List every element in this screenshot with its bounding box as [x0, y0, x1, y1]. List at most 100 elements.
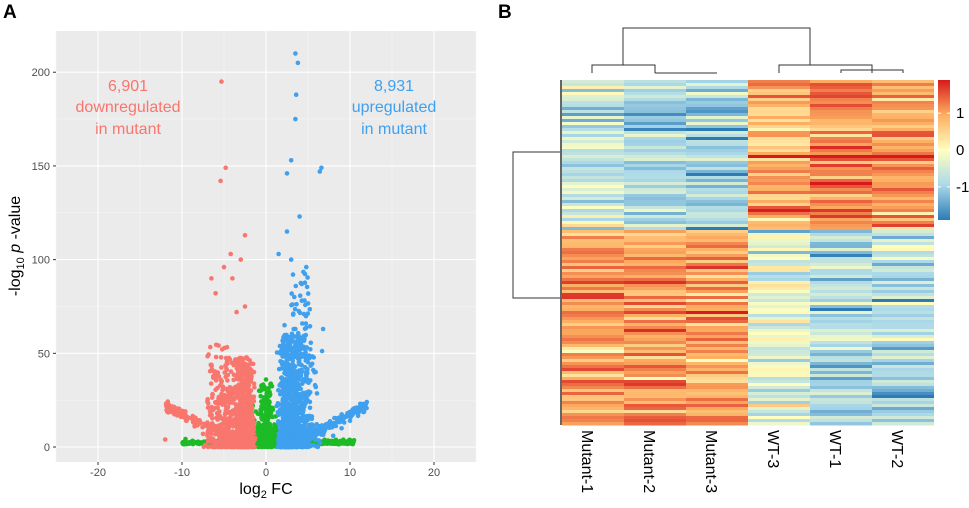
heatmap-cell: [748, 125, 810, 129]
heatmap-cell: [810, 98, 872, 102]
down-point: [234, 419, 239, 424]
heatmap-cell: [810, 191, 872, 195]
heatmap-cell: [748, 419, 810, 423]
heatmap-cell: [562, 314, 624, 318]
heatmap-cell: [624, 254, 686, 258]
heatmap-cell: [562, 209, 624, 213]
up-point: [277, 434, 282, 439]
down-point: [230, 412, 235, 417]
heatmap-cell: [562, 203, 624, 207]
down-point: [249, 404, 255, 410]
up-point: [300, 321, 305, 326]
heatmap-cell: [686, 281, 748, 285]
heatmap-cell: [624, 227, 686, 231]
heatmap-cell: [872, 95, 934, 99]
heatmap-cell: [562, 362, 624, 366]
heatmap-cell: [686, 365, 748, 369]
heatmap-cell: [624, 362, 686, 366]
heatmap-cell: [686, 209, 748, 213]
heatmap-cell: [810, 338, 872, 342]
down-point: [247, 368, 252, 374]
heatmap-cell: [562, 413, 624, 417]
heatmap-cell: [872, 182, 934, 186]
heatmap-cell: [748, 194, 810, 198]
heatmap-cell: [872, 287, 934, 291]
heatmap-cell: [872, 290, 934, 294]
heatmap-cell: [562, 299, 624, 303]
heatmap-cell: [686, 308, 748, 312]
heatmap-cell: [624, 149, 686, 153]
down-point: [205, 444, 211, 450]
heatmap-cell: [810, 359, 872, 363]
heatmap-cell: [624, 302, 686, 306]
heatmap-cell: [748, 377, 810, 381]
ns-point: [345, 440, 351, 445]
heatmap-cell: [562, 206, 624, 210]
heatmap-cell: [624, 212, 686, 216]
heatmap-cell: [686, 356, 748, 360]
down-point: [236, 382, 242, 388]
heatmap-cell: [624, 401, 686, 405]
not-significant-labeled-point: [330, 441, 336, 446]
heatmap-cell: [686, 302, 748, 306]
heatmap-cell: [810, 248, 872, 252]
ns-point: [269, 383, 275, 389]
heatmap-cell: [872, 254, 934, 258]
heatmap-cell: [748, 293, 810, 297]
heatmap-cell: [686, 143, 748, 147]
up-point: [305, 291, 311, 296]
up-point: [294, 408, 300, 413]
heatmap-cell: [810, 368, 872, 372]
down-point: [209, 412, 214, 418]
heatmap-cell: [624, 278, 686, 282]
heatmap-cell: [624, 221, 686, 225]
heatmap-cell: [748, 356, 810, 360]
heatmap-cell: [624, 80, 686, 84]
heatmap-cell: [872, 293, 934, 297]
heatmap-cell: [872, 134, 934, 138]
heatmap-cell: [748, 95, 810, 99]
down-point: [239, 407, 245, 412]
heatmap-cell: [810, 107, 872, 111]
heatmap-cell: [686, 287, 748, 291]
down-point: [225, 372, 231, 378]
heatmap-cell: [810, 242, 872, 246]
heatmap-cell: [748, 269, 810, 273]
downregulated-labeled-point: [230, 276, 235, 281]
down-point: [242, 367, 247, 373]
heatmap-cell: [872, 335, 934, 339]
down-point: [219, 365, 224, 370]
not-significant-labeled-point: [263, 377, 269, 382]
heatmap-cell: [810, 317, 872, 321]
y-axis-title: -log10 p -value: [7, 196, 27, 296]
down-point: [209, 439, 215, 444]
heatmap-cell: [686, 293, 748, 297]
heatmap-cell: [562, 323, 624, 327]
heatmap-cell: [810, 92, 872, 96]
heatmap-cell: [872, 239, 934, 243]
heatmap-cell: [624, 152, 686, 156]
heatmap-cell: [624, 143, 686, 147]
up-point: [284, 359, 289, 364]
heatmap-cell: [748, 266, 810, 270]
heatmap-cell: [562, 170, 624, 174]
heatmap-cell: [748, 164, 810, 168]
heatmap-cell: [872, 389, 934, 393]
heatmap-cell: [624, 350, 686, 354]
heatmap-cell: [810, 392, 872, 396]
up-point: [299, 281, 305, 287]
heatmap-cell: [748, 206, 810, 210]
downregulated-labeled-point: [192, 424, 197, 429]
heatmap-cell: [562, 86, 624, 90]
heatmap-cell: [748, 167, 810, 171]
heatmap-cell: [686, 107, 748, 111]
heatmap-cell: [872, 410, 934, 414]
heatmap-cell: [872, 89, 934, 93]
heatmap-cell: [810, 371, 872, 375]
heatmap-cell: [810, 407, 872, 411]
heatmap-cell: [686, 260, 748, 264]
col-label-mutant-3: Mutant-3: [702, 430, 719, 493]
heatmap-cell: [872, 263, 934, 267]
colorbar-tick-label: 0: [956, 142, 964, 159]
heatmap-cell: [748, 209, 810, 213]
